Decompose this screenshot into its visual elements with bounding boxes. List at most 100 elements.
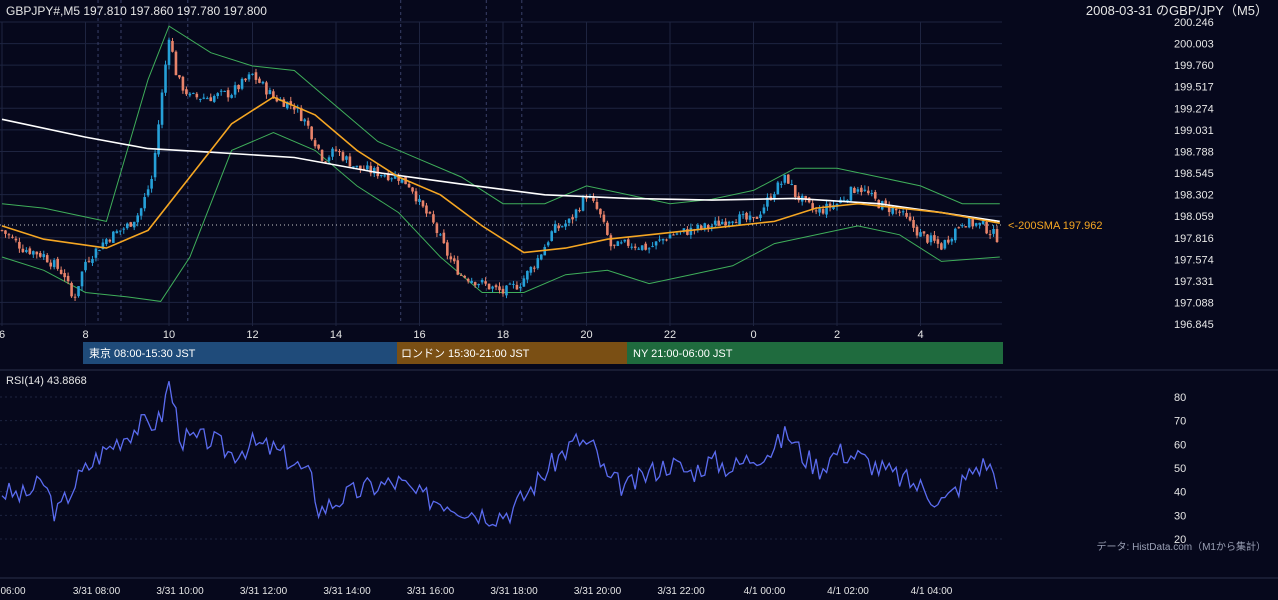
candle-body (459, 274, 463, 276)
candle-body (11, 236, 14, 238)
candle-body (574, 209, 578, 218)
candle-body (623, 239, 627, 242)
candle-body (793, 185, 797, 197)
candle-body (174, 51, 178, 76)
candle-body (400, 177, 404, 183)
candle-body (352, 166, 355, 168)
hour-tick-label: 14 (330, 329, 342, 341)
candle-body (292, 107, 296, 110)
candle-body (407, 183, 411, 188)
candle-body (115, 231, 119, 234)
candle-body (759, 214, 762, 218)
candle-body (112, 231, 115, 243)
time-tick-label: 3/31 18:00 (490, 586, 538, 597)
candle-body (491, 286, 494, 289)
candle-body (470, 280, 473, 283)
time-tick-label: 3/31 08:00 (73, 586, 121, 597)
candle-body (42, 254, 46, 258)
candle-body (390, 178, 393, 180)
candle-body (393, 174, 397, 179)
rsi-label: RSI(14) 43.8868 (6, 375, 87, 387)
price-tick-label: 200.246 (1174, 17, 1214, 29)
sma20-line (1, 96, 1000, 254)
candle-body (317, 144, 320, 149)
candle-body (0, 230, 4, 232)
candle-body (299, 107, 303, 121)
time-tick-label: 4/1 00:00 (744, 586, 786, 597)
rsi-tick-label: 20 (1174, 534, 1186, 546)
candle-body (533, 267, 536, 269)
candle-body (783, 174, 787, 183)
candle-body (372, 167, 376, 174)
candle-body (637, 248, 640, 250)
candle-body (522, 278, 526, 287)
candle-body (87, 260, 91, 262)
candle-body (313, 140, 317, 147)
candle-body (543, 246, 547, 256)
candle-body (860, 187, 863, 193)
candle-body (122, 228, 126, 230)
candle-body (411, 187, 414, 192)
candle-body (640, 245, 644, 250)
rsi-tick-label: 70 (1174, 416, 1186, 428)
candle-body (136, 215, 139, 223)
candle-body (45, 255, 49, 263)
candle-body (762, 207, 766, 214)
candle-body (498, 286, 501, 291)
candle-body (501, 288, 505, 294)
candle-body (894, 208, 898, 211)
candle-body (418, 198, 421, 202)
candle-body (143, 197, 146, 209)
candle-body (334, 149, 338, 151)
candle-body (181, 76, 185, 91)
candle-body (915, 226, 919, 236)
candle-body (452, 258, 456, 262)
candle-body (150, 179, 153, 189)
candle-body (233, 85, 237, 95)
candle-body (873, 192, 877, 199)
candle-body (376, 166, 380, 177)
candle-body (557, 225, 560, 229)
price-tick-label: 196.845 (1174, 319, 1214, 331)
candle-body (73, 296, 77, 298)
candle-body (863, 189, 867, 191)
candle-body (619, 242, 623, 244)
candle-body (348, 156, 352, 167)
candle-body (700, 225, 703, 229)
candle-body (905, 212, 908, 217)
candle-body (686, 229, 689, 235)
candle-body (272, 91, 275, 98)
candle-body (331, 148, 334, 157)
hour-tick-label: 0 (750, 329, 756, 341)
candle-body (480, 279, 484, 283)
candle-body (70, 282, 73, 297)
candle-body (964, 226, 968, 228)
candle-body (919, 232, 922, 237)
candle-body (508, 283, 512, 285)
candle-body (265, 82, 268, 95)
candle-body (752, 217, 755, 219)
candle-body (414, 191, 418, 202)
candle-body (425, 205, 428, 214)
candle-body (870, 192, 874, 194)
candle-body (953, 228, 957, 241)
candle-body (379, 174, 383, 176)
candle-body (814, 210, 818, 212)
candle-body (195, 93, 199, 98)
time-tick-label: 3/31 22:00 (657, 586, 705, 597)
candle-body (630, 246, 634, 248)
candle-body (960, 225, 964, 227)
candle-body (661, 238, 665, 241)
candle-body (599, 208, 602, 215)
time-tick-label: 06:00 (0, 586, 25, 597)
ohlc-readout: GBPJPY#,M5 197.810 197.860 197.780 197.8… (6, 4, 267, 18)
candle-body (706, 225, 710, 229)
candle-body (466, 278, 470, 282)
candle-body (710, 226, 714, 228)
candle-body (550, 231, 554, 241)
candle-body (25, 250, 28, 252)
moving-averages (1, 96, 1000, 254)
candle-body (435, 223, 439, 233)
candle-body (18, 241, 21, 249)
candle-body (515, 284, 519, 290)
